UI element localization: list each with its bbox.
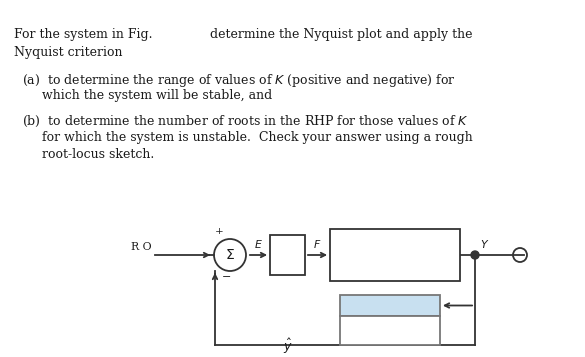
Text: +: + — [215, 227, 223, 236]
Text: R O: R O — [132, 242, 152, 252]
FancyBboxPatch shape — [270, 235, 305, 275]
Text: root-locus sketch.: root-locus sketch. — [42, 148, 154, 161]
FancyBboxPatch shape — [330, 229, 460, 281]
Text: For the system in Fig.: For the system in Fig. — [14, 28, 153, 41]
Text: $K$: $K$ — [282, 248, 293, 261]
Text: for which the system is unstable.  Check your answer using a rough: for which the system is unstable. Check … — [42, 131, 473, 144]
Text: Sensor: Sensor — [370, 301, 410, 311]
Text: determine the Nyquist plot and apply the: determine the Nyquist plot and apply the — [210, 28, 473, 41]
Text: $s(s+1)(s+3)$: $s(s+1)(s+3)$ — [360, 262, 430, 276]
Text: 3: 3 — [391, 241, 399, 253]
Text: Nyquist criterion: Nyquist criterion — [14, 46, 122, 59]
Circle shape — [471, 251, 479, 259]
Text: $Y$: $Y$ — [480, 238, 490, 250]
Text: $F$: $F$ — [313, 238, 321, 250]
Text: (b)  to determine the number of roots in the RHP for those values of $K$: (b) to determine the number of roots in … — [22, 114, 469, 129]
Text: (a)  to determine the range of values of $K$ (positive and negative) for: (a) to determine the range of values of … — [22, 72, 456, 89]
Text: −: − — [222, 272, 232, 282]
FancyBboxPatch shape — [340, 295, 440, 316]
Text: $\Sigma$: $\Sigma$ — [225, 248, 235, 262]
Text: $\hat{y}$: $\hat{y}$ — [283, 337, 292, 356]
FancyBboxPatch shape — [340, 316, 440, 345]
Text: 1: 1 — [386, 324, 394, 337]
Text: which the system will be stable, and: which the system will be stable, and — [42, 89, 272, 102]
Text: $E$: $E$ — [253, 238, 263, 250]
